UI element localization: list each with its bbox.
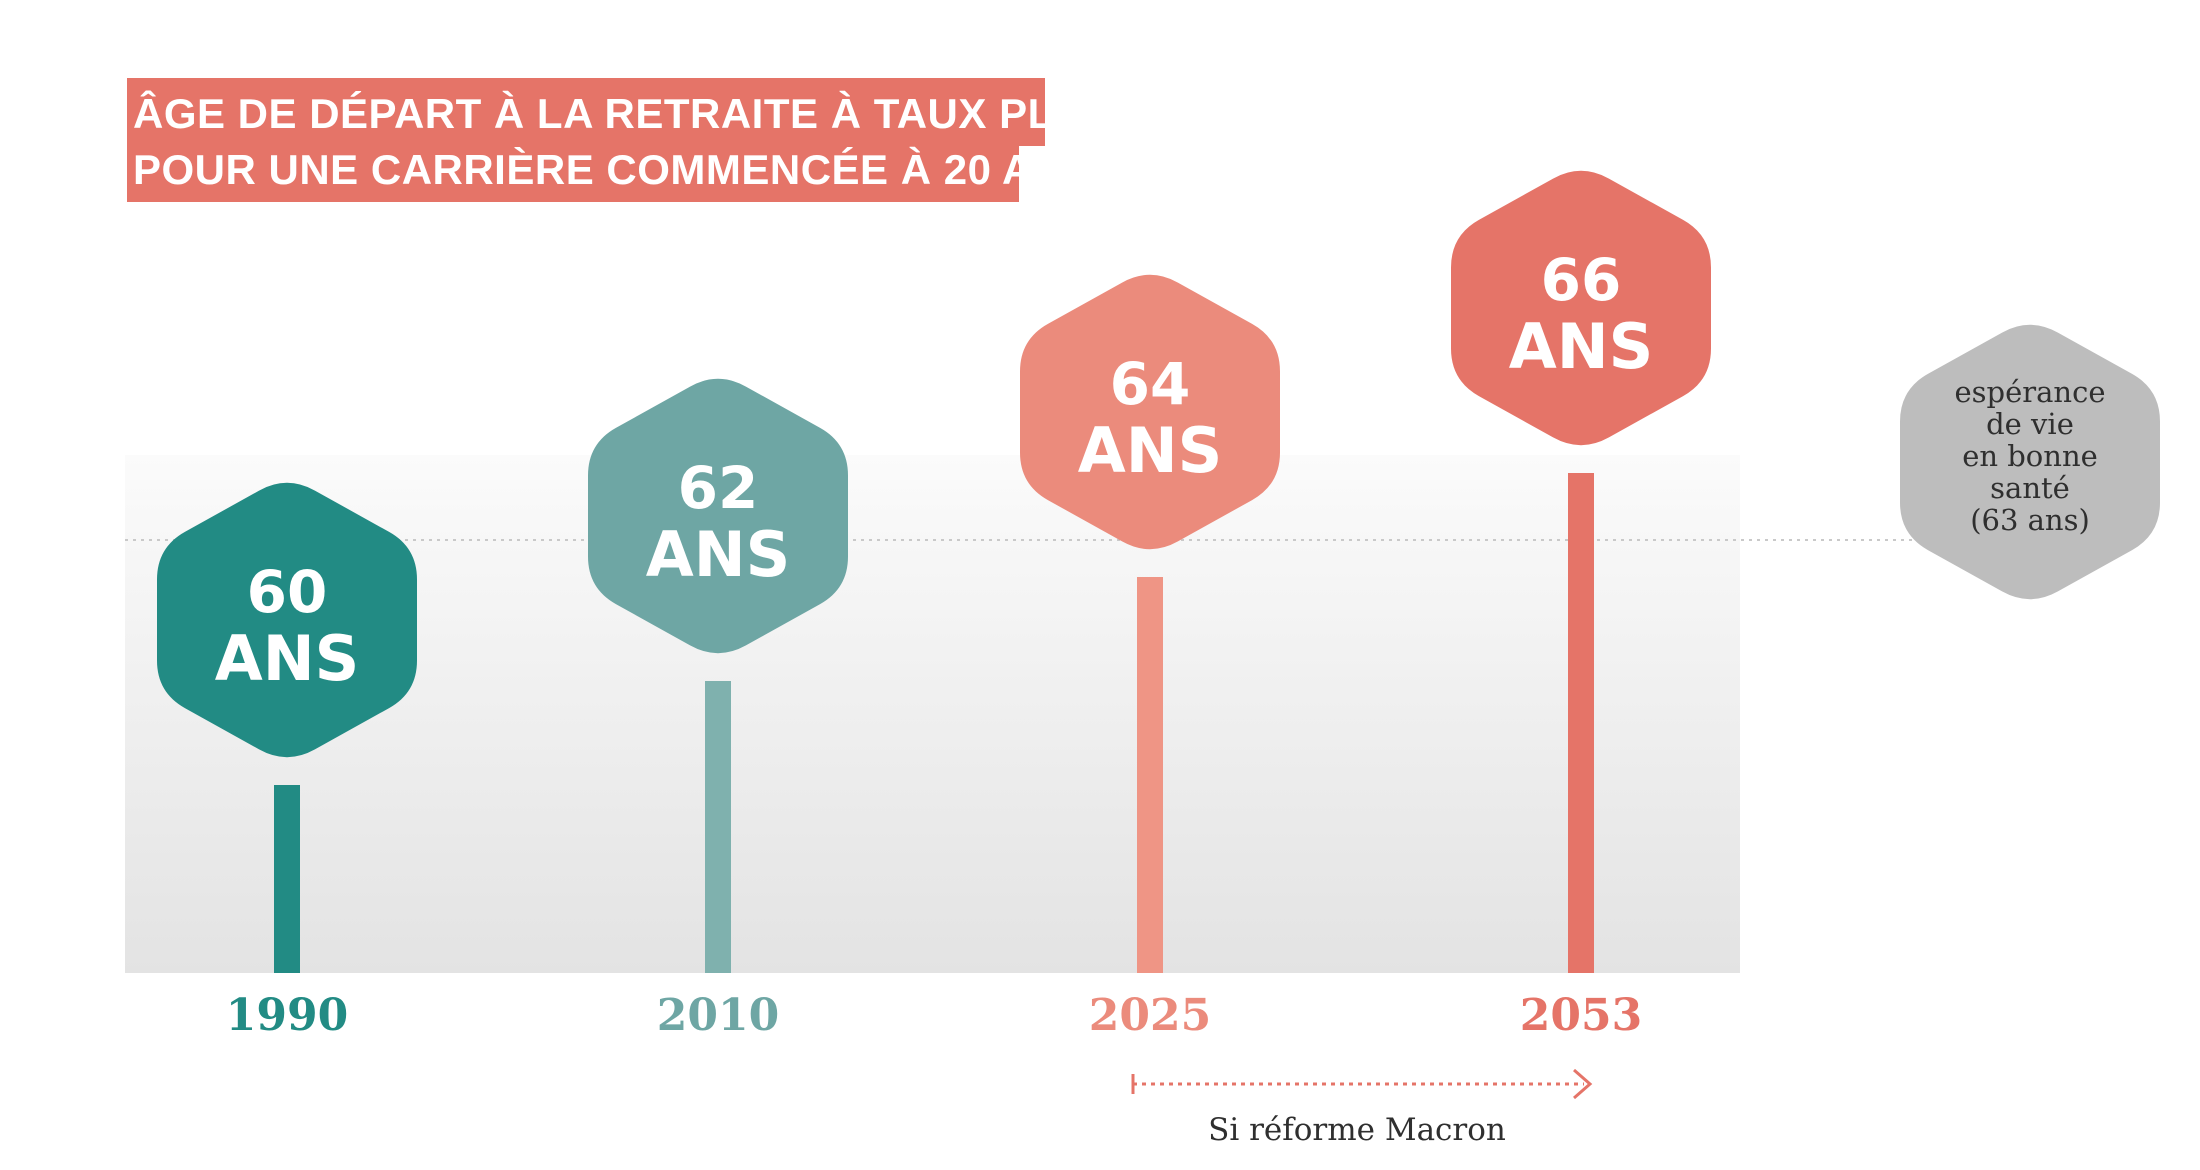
bar-hexagon: [588, 378, 848, 654]
bar-hexagon: [157, 482, 417, 758]
bar-hexagon: [1451, 170, 1711, 446]
tick-label: 1990: [226, 990, 348, 1041]
bar-stem: [1137, 577, 1163, 973]
bar-stem: [1568, 473, 1594, 973]
reform-arrow-head: [1573, 1068, 1593, 1100]
title-line-1: ÂGE DE DÉPART À LA RETRAITE À TAUX PLEIN: [133, 89, 1125, 137]
reference-label-line: de vie: [1986, 407, 2074, 441]
chart-title: ÂGE DE DÉPART À LA RETRAITE À TAUX PLEIN…: [127, 78, 1125, 202]
data-label-unit: ANS: [646, 518, 791, 591]
reference-label-line: espérance: [1954, 375, 2105, 409]
data-label-unit: ANS: [1078, 414, 1223, 487]
data-label: 64: [1110, 350, 1191, 418]
bar-hexagon: [1020, 274, 1280, 550]
reform-annotation: Si réforme Macron: [1131, 1068, 1593, 1148]
reference-label-line: santé: [1990, 471, 2070, 505]
reform-label: Si réforme Macron: [1208, 1112, 1506, 1148]
reference-hexagon: [1900, 324, 2160, 600]
bar-stem: [705, 681, 731, 973]
title-background-line-2: [127, 142, 1019, 202]
reference-marker: espérance de vie en bonne santé (63 ans): [1900, 324, 2160, 600]
data-label: 66: [1541, 246, 1622, 314]
tick-label: 2010: [657, 990, 779, 1041]
title-background-line-1: [127, 78, 1045, 146]
bar-stem: [274, 785, 300, 973]
data-label-unit: ANS: [1509, 310, 1654, 383]
tick-label: 2025: [1089, 990, 1211, 1041]
reference-label-line: (63 ans): [1970, 503, 2090, 537]
reference-label-line: en bonne: [1962, 439, 2098, 473]
data-label: 60: [247, 558, 328, 626]
data-label: 62: [678, 454, 759, 522]
tick-label: 2053: [1520, 990, 1642, 1041]
data-label-unit: ANS: [215, 622, 360, 695]
title-line-2: POUR UNE CARRIÈRE COMMENCÉE À 20 ANS: [133, 146, 1092, 193]
